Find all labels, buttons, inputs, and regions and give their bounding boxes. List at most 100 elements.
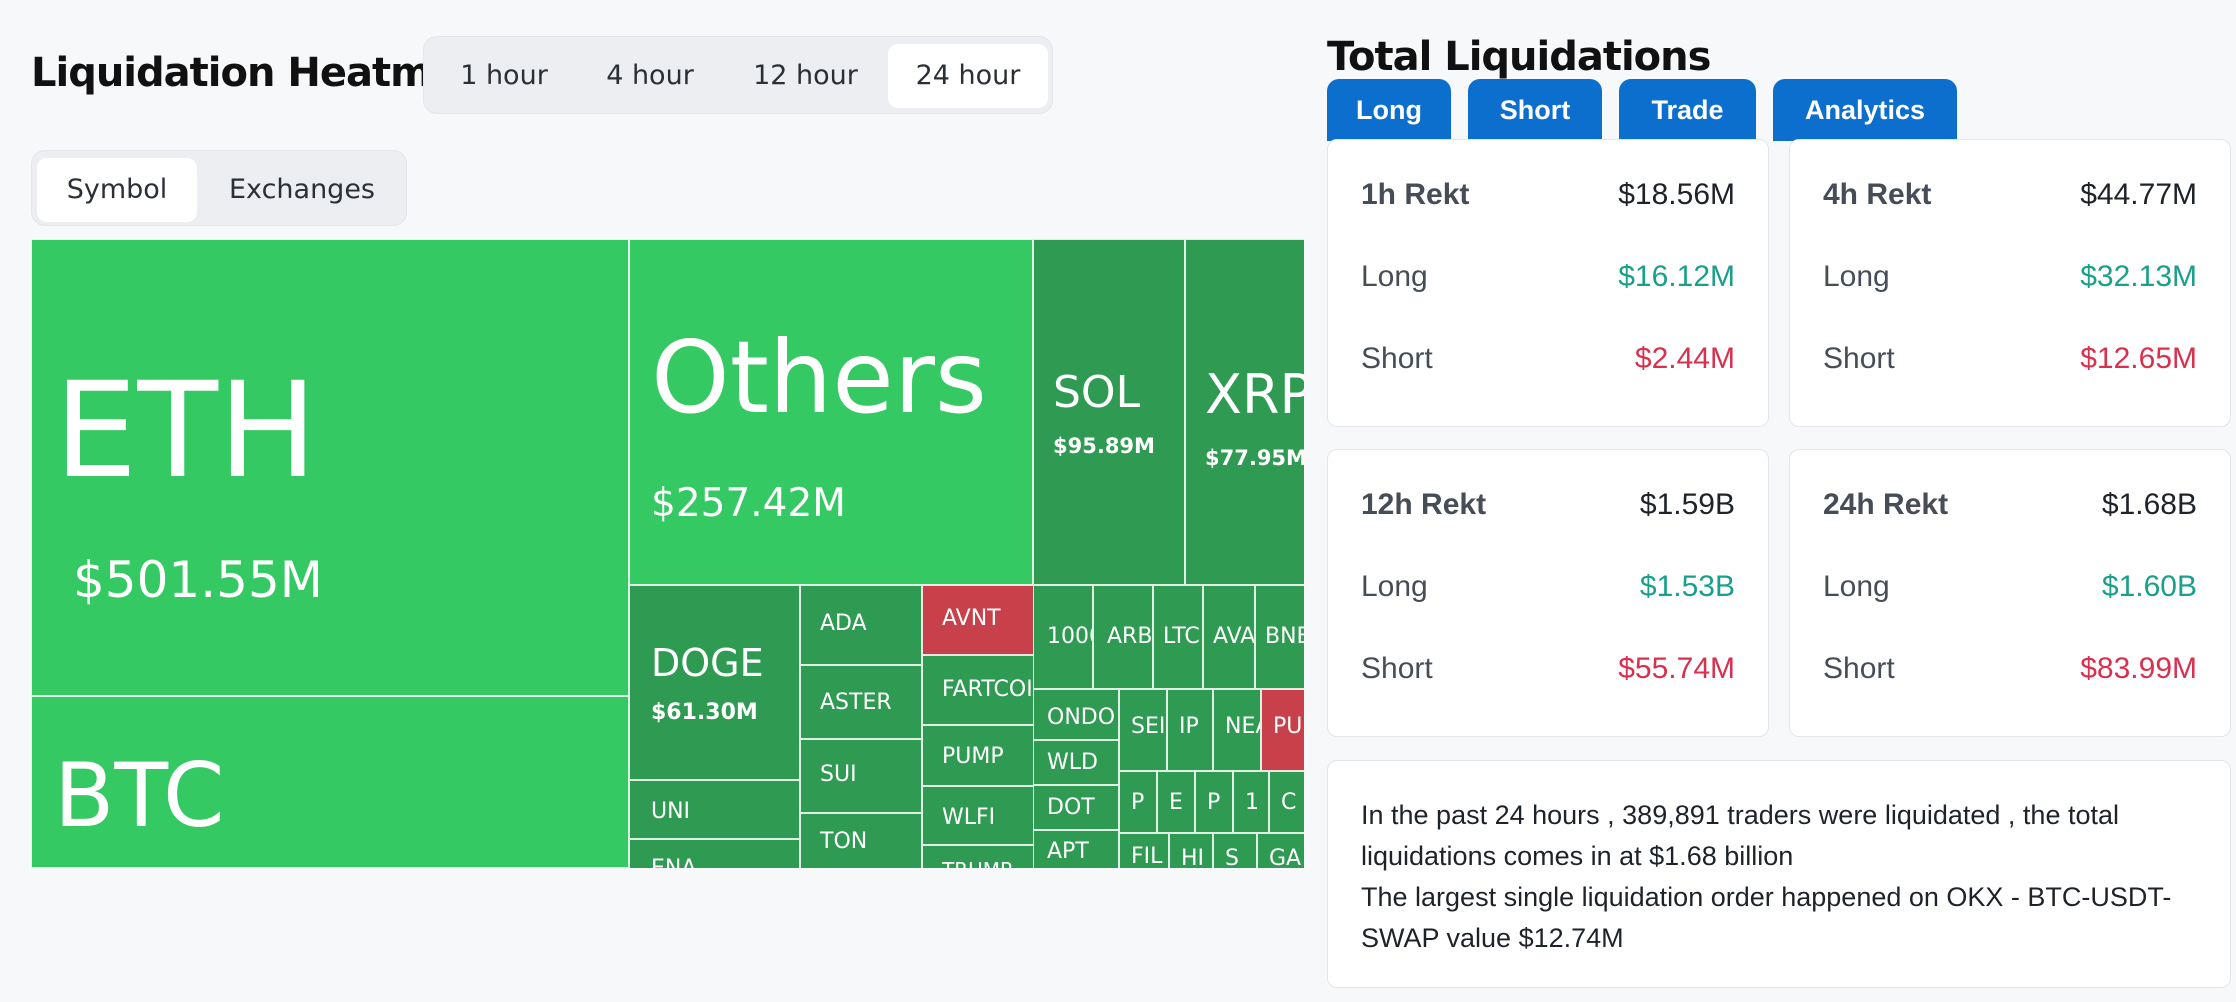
tile-symbol: SOL — [1053, 367, 1141, 418]
tile-symbol: PUMP — [942, 744, 1004, 769]
card-label: 1h Rekt — [1361, 178, 1470, 211]
tile-sol[interactable]: SOL $95.89M — [1033, 239, 1185, 585]
tile-symbol: DOT — [1047, 795, 1095, 820]
heatmap-title: Liquidation Heatmap — [31, 50, 485, 96]
card-4h-rekt: 4h Rekt $44.77M Long $32.13M Short $12.65M — [1789, 139, 2231, 427]
tile-symbol: HI — [1181, 846, 1205, 869]
total-liquidations-title: Total Liquidations — [1327, 34, 1711, 80]
long-value: $32.13M — [2080, 260, 2197, 293]
tile-symbol: TRUMP — [942, 860, 1012, 868]
tile-symbol: P — [1131, 790, 1145, 815]
view-mode-selector: Symbol Exchanges — [31, 150, 407, 226]
tile-pump[interactable]: PUMP — [922, 725, 1034, 786]
long-label: Long — [1823, 570, 1890, 603]
tile-ip[interactable]: IP — [1167, 689, 1213, 771]
tile-fartcoin[interactable]: FARTCOIN — [922, 655, 1034, 725]
tile-sui[interactable]: SUI — [800, 739, 922, 813]
short-value: $55.74M — [1618, 652, 1735, 685]
time-option-24h[interactable]: 24 hour — [888, 44, 1048, 108]
tile-value: $61.30M — [651, 700, 758, 725]
tile-symbol: ASTER — [820, 690, 892, 715]
tile-symbol: IP — [1179, 714, 1199, 739]
tile-symbol: SUI — [820, 762, 857, 787]
tile-fil[interactable]: FIL — [1119, 833, 1169, 868]
tile-near[interactable]: NEAR — [1213, 689, 1261, 771]
tile-s[interactable]: S — [1213, 833, 1257, 868]
long-value: $1.60B — [2101, 570, 2197, 603]
tile-pu[interactable]: PU — [1261, 689, 1304, 771]
tile-symbol: S — [1225, 846, 1239, 869]
tile-value: $257.42M — [651, 481, 846, 526]
summary-largest-order-text: The largest single liquidation order hap… — [1361, 882, 2172, 953]
long-label: Long — [1823, 260, 1890, 293]
tile-wlfi[interactable]: WLFI — [922, 786, 1034, 845]
time-option-12h[interactable]: 12 hour — [753, 60, 858, 91]
tile-value: $501.55M — [73, 551, 323, 609]
tile-others[interactable]: Others $257.42M — [629, 239, 1033, 585]
card-total: $1.59B — [1639, 488, 1735, 521]
tile-1000[interactable]: 1000 — [1033, 585, 1093, 689]
view-option-exchanges[interactable]: Exchanges — [229, 174, 375, 205]
tab-trade[interactable]: Trade — [1619, 79, 1756, 141]
tile-doge[interactable]: DOGE $61.30M — [629, 585, 800, 780]
tile-small-5[interactable]: C — [1269, 771, 1304, 833]
tab-long[interactable]: Long — [1327, 79, 1451, 141]
tile-small-1[interactable]: P — [1119, 771, 1157, 833]
tile-symbol: 1 — [1245, 790, 1259, 815]
tile-sei[interactable]: SEI — [1119, 689, 1167, 771]
tile-bnb[interactable]: BNB — [1255, 585, 1304, 689]
tile-symbol: TON — [820, 829, 868, 854]
short-value: $83.99M — [2080, 652, 2197, 685]
tile-uni[interactable]: UNI — [629, 780, 800, 839]
long-label: Long — [1361, 570, 1428, 603]
tile-ondo[interactable]: ONDO — [1033, 689, 1119, 740]
tile-small-3[interactable]: P — [1195, 771, 1233, 833]
time-option-4h[interactable]: 4 hour — [606, 60, 694, 91]
tile-symbol: BNB — [1265, 624, 1304, 649]
time-option-1h[interactable]: 1 hour — [460, 60, 548, 91]
tile-trump[interactable]: TRUMP — [922, 845, 1034, 868]
long-label: Long — [1361, 260, 1428, 293]
summary-traders-text: In the past 24 hours , 389,891 traders w… — [1361, 800, 2119, 871]
tile-apt[interactable]: APT — [1033, 830, 1119, 868]
short-value: $12.65M — [2080, 342, 2197, 375]
tile-ada[interactable]: ADA — [800, 585, 922, 665]
tile-avax[interactable]: AVAX — [1203, 585, 1255, 689]
card-12h-rekt: 12h Rekt $1.59B Long $1.53B Short $55.74M — [1327, 449, 1769, 737]
tab-analytics[interactable]: Analytics — [1773, 79, 1957, 141]
card-total: $44.77M — [2080, 178, 2197, 211]
tile-symbol: GA — [1269, 846, 1302, 869]
tile-symbol: PU — [1273, 714, 1303, 739]
tile-value: $95.89M — [1053, 434, 1155, 458]
tile-btc[interactable]: BTC — [31, 696, 629, 868]
tile-symbol: XRP — [1205, 363, 1304, 426]
tile-small-2[interactable]: E — [1157, 771, 1195, 833]
tile-aster[interactable]: ASTER — [800, 665, 922, 739]
card-total: $18.56M — [1618, 178, 1735, 211]
tile-symbol: BTC — [54, 744, 225, 847]
short-label: Short — [1361, 652, 1433, 685]
tile-ltc[interactable]: LTC — [1153, 585, 1203, 689]
tile-ena[interactable]: ENA — [629, 839, 800, 868]
tile-eth[interactable]: ETH $501.55M — [31, 239, 629, 696]
view-option-symbol[interactable]: Symbol — [37, 158, 197, 222]
tile-symbol: P — [1207, 790, 1221, 815]
tile-symbol: ETH — [54, 354, 318, 508]
liquidation-treemap: ETH $501.55M BTC Others $257.42M SOL $95… — [31, 239, 1304, 868]
tile-arb[interactable]: ARB — [1093, 585, 1153, 689]
tile-avnt[interactable]: AVNT — [922, 585, 1034, 655]
short-label: Short — [1823, 342, 1895, 375]
tile-symbol: APT — [1047, 839, 1089, 864]
tile-ga[interactable]: GA — [1257, 833, 1304, 868]
tile-symbol: E — [1169, 790, 1183, 815]
tile-hi[interactable]: HI — [1169, 833, 1213, 868]
tab-short[interactable]: Short — [1468, 79, 1602, 141]
tile-dot[interactable]: DOT — [1033, 785, 1119, 830]
tile-ton[interactable]: TON — [800, 813, 922, 868]
card-24h-rekt: 24h Rekt $1.68B Long $1.60B Short $83.99M — [1789, 449, 2231, 737]
tile-symbol: ARB — [1107, 624, 1153, 649]
liquidation-summary: In the past 24 hours , 389,891 traders w… — [1327, 760, 2231, 988]
tile-xrp[interactable]: XRP $77.95M — [1185, 239, 1304, 585]
tile-small-4[interactable]: 1 — [1233, 771, 1269, 833]
tile-wld[interactable]: WLD — [1033, 740, 1119, 785]
